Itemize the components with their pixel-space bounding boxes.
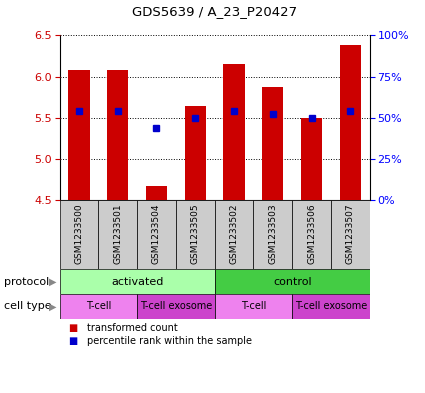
Text: ▶: ▶ <box>49 277 57 286</box>
Bar <box>98 200 137 269</box>
Bar <box>215 200 253 269</box>
Bar <box>331 200 370 269</box>
Bar <box>107 70 128 200</box>
Text: ■: ■ <box>68 336 77 346</box>
Bar <box>137 294 215 319</box>
Text: control: control <box>273 277 312 286</box>
Bar <box>137 200 176 269</box>
Bar <box>146 185 167 200</box>
Bar <box>60 294 137 319</box>
Text: GSM1233504: GSM1233504 <box>152 203 161 264</box>
Text: ■: ■ <box>68 323 77 333</box>
Text: activated: activated <box>111 277 163 286</box>
Text: T-cell exosome: T-cell exosome <box>295 301 367 311</box>
Text: T-cell: T-cell <box>85 301 111 311</box>
Bar <box>262 86 283 200</box>
Bar <box>224 64 245 200</box>
Text: transformed count: transformed count <box>87 323 178 333</box>
Bar <box>215 294 292 319</box>
Text: GSM1233502: GSM1233502 <box>230 203 238 264</box>
Bar <box>60 269 215 294</box>
Text: GSM1233503: GSM1233503 <box>268 203 277 264</box>
Bar <box>176 200 215 269</box>
Text: percentile rank within the sample: percentile rank within the sample <box>87 336 252 346</box>
Text: cell type: cell type <box>4 301 52 311</box>
Bar <box>60 200 98 269</box>
Bar <box>292 294 370 319</box>
Bar <box>68 70 90 200</box>
Text: protocol: protocol <box>4 277 49 286</box>
Text: GSM1233501: GSM1233501 <box>113 203 122 264</box>
Text: GSM1233507: GSM1233507 <box>346 203 355 264</box>
Bar <box>184 105 206 200</box>
Bar <box>253 200 292 269</box>
Text: GDS5639 / A_23_P20427: GDS5639 / A_23_P20427 <box>132 5 297 18</box>
Text: GSM1233505: GSM1233505 <box>191 203 200 264</box>
Bar <box>215 269 370 294</box>
Bar <box>340 45 361 200</box>
Bar <box>301 118 322 200</box>
Text: T-cell: T-cell <box>241 301 266 311</box>
Bar <box>292 200 331 269</box>
Text: ▶: ▶ <box>49 301 57 311</box>
Text: GSM1233500: GSM1233500 <box>74 203 83 264</box>
Text: T-cell exosome: T-cell exosome <box>140 301 212 311</box>
Text: GSM1233506: GSM1233506 <box>307 203 316 264</box>
